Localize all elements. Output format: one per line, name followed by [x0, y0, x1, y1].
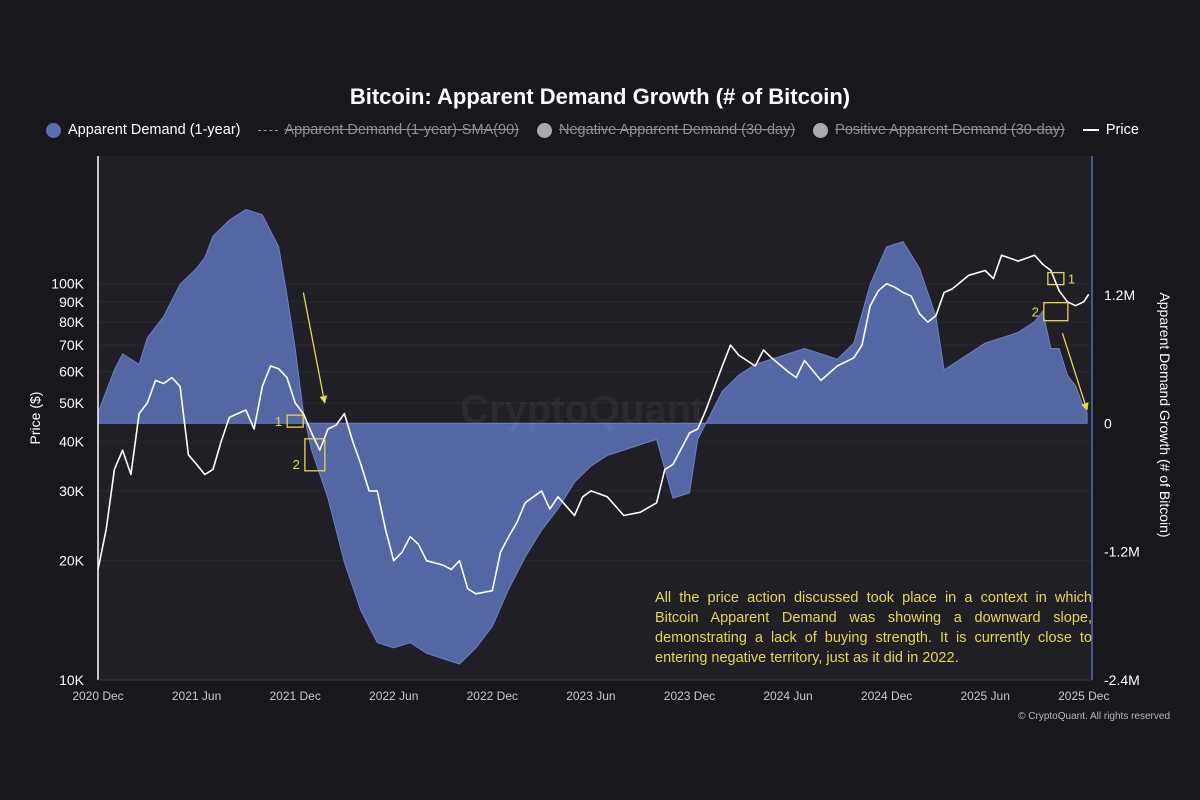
y-right-axis-label: Apparent Demand Growth (# of Bitcoin)	[1157, 292, 1173, 537]
chart-legend: Apparent Demand (1-year) Apparent Demand…	[46, 120, 1157, 140]
legend-label: Apparent Demand (1-year)	[68, 122, 241, 138]
legend-dash-icon	[258, 129, 279, 131]
legend-line-icon	[1082, 129, 1099, 131]
x-tick-label: 2023 Jun	[566, 689, 615, 703]
x-tick-label: 2025 Dec	[1058, 689, 1109, 703]
legend-item-positive-demand[interactable]: Positive Apparent Demand (30-day)	[813, 122, 1065, 138]
y-right-tick-label: 1.2M	[1104, 287, 1135, 303]
annotation-box	[286, 414, 304, 428]
legend-label: Price	[1105, 122, 1139, 138]
watermark: CryptoQuant	[460, 388, 705, 432]
annotation-marker-label: 1	[1068, 272, 1075, 287]
legend-item-apparent-demand[interactable]: Apparent Demand (1-year)	[46, 122, 240, 138]
x-tick-label: 2022 Dec	[467, 689, 518, 703]
annotation-marker-label: 2	[1032, 305, 1039, 320]
x-tick-label: 2020 Dec	[72, 689, 123, 703]
price-line	[97, 254, 1090, 595]
annotation-arrow	[302, 292, 328, 404]
y-left-tick-label: 30K	[59, 483, 85, 499]
y-left-tick-label: 20K	[59, 553, 85, 569]
x-tick-label: 2021 Jun	[172, 689, 221, 703]
y-left-axis-label: Price ($)	[27, 392, 43, 445]
y-left-tick-label: 80K	[59, 314, 85, 330]
legend-label: Negative Apparent Demand (30-day)	[559, 122, 796, 138]
annotation-marker-label: 1	[275, 414, 282, 429]
annotation-box	[1047, 271, 1065, 286]
legend-dot-icon	[46, 122, 61, 138]
x-tick-label: 2021 Dec	[269, 689, 320, 703]
annotation-arrow	[1061, 333, 1089, 411]
y-left-tick-label: 60K	[59, 364, 85, 380]
legend-dot-icon	[813, 122, 829, 138]
legend-dot-icon	[537, 122, 552, 138]
y-left-tick-label: 40K	[59, 433, 85, 449]
x-tick-label: 2024 Jun	[763, 689, 812, 703]
y-left-tick-label: 10K	[59, 672, 85, 688]
x-tick-label: 2024 Dec	[861, 689, 912, 703]
y-right-tick-label: 0	[1104, 415, 1112, 431]
chart-title: Bitcoin: Apparent Demand Growth (# of Bi…	[349, 84, 851, 109]
legend-label: Apparent Demand (1-year)-SMA(90)	[284, 122, 519, 138]
annotation-text: All the price action discussed took plac…	[655, 590, 1092, 666]
y-right-tick-label: -1.2M	[1104, 544, 1140, 560]
x-tick-label: 2023 Dec	[664, 689, 715, 703]
y-left-tick-label: 70K	[59, 337, 85, 353]
legend-item-apparent-demand-sma[interactable]: Apparent Demand (1-year)-SMA(90)	[258, 122, 519, 138]
y-left-tick-label: 100K	[51, 276, 84, 292]
y-left-tick-label: 90K	[59, 294, 85, 310]
annotation-marker-label: 2	[293, 457, 300, 472]
y-right-tick-label: -2.4M	[1104, 672, 1140, 688]
x-tick-label: 2025 Jun	[961, 689, 1010, 703]
y-left-tick-label: 50K	[59, 395, 85, 411]
apparent-demand-area	[97, 208, 1088, 665]
legend-label: Positive Apparent Demand (30-day)	[835, 122, 1065, 138]
copyright-text: © CryptoQuant. All rights reserved	[1018, 711, 1170, 722]
x-tick-label: 2022 Jun	[369, 689, 418, 703]
annotation-box	[304, 438, 326, 472]
legend-item-negative-demand[interactable]: Negative Apparent Demand (30-day)	[537, 122, 795, 138]
legend-item-price[interactable]: Price	[1082, 122, 1139, 138]
annotation-box	[1043, 302, 1069, 322]
